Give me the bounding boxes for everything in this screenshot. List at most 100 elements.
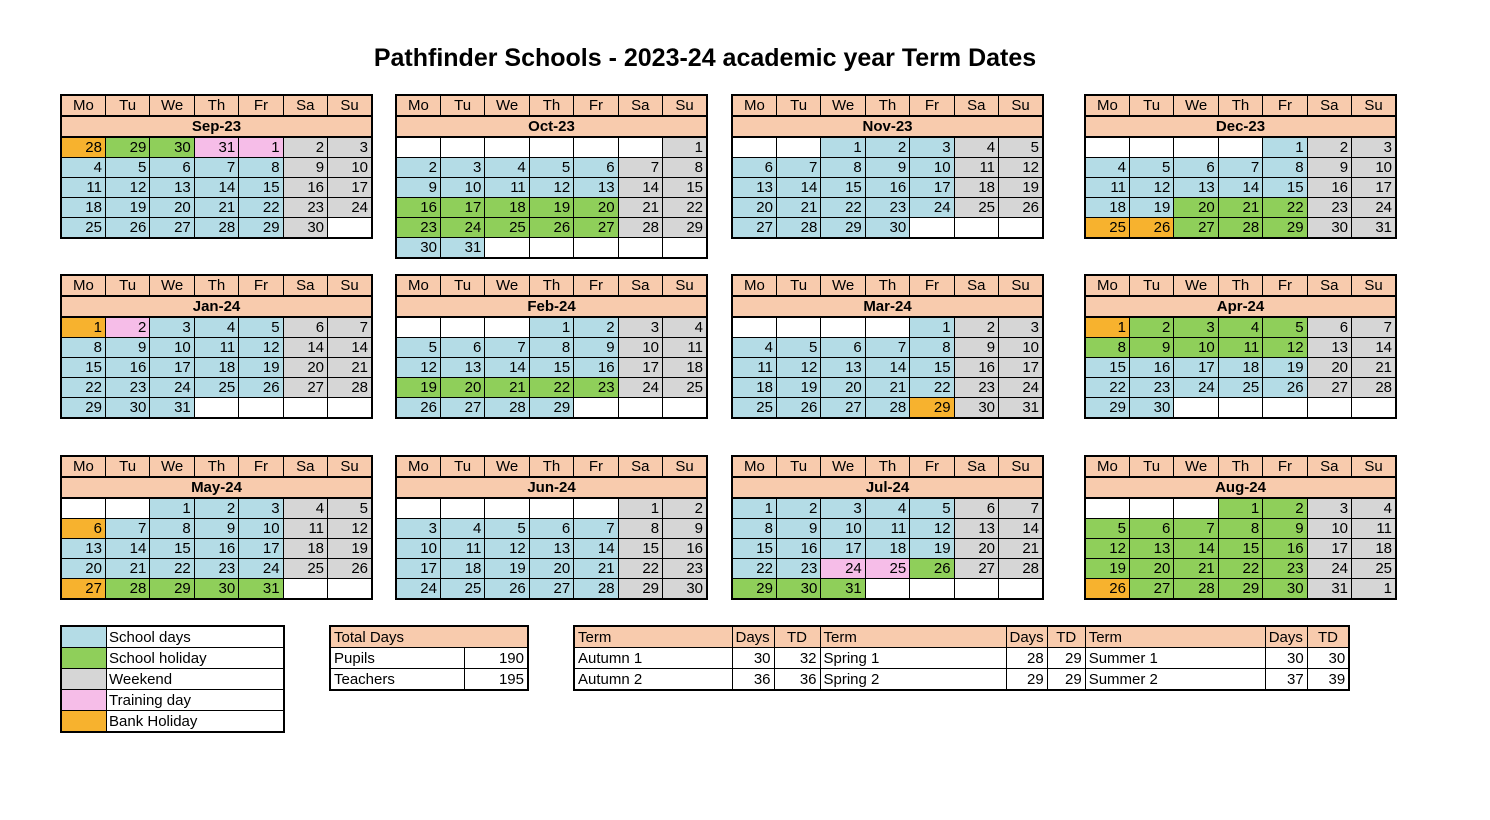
day-cell: 5	[1128, 157, 1175, 178]
day-cell	[484, 136, 530, 158]
legend-swatch	[60, 710, 107, 733]
day-cell: 16	[864, 177, 911, 198]
week-row: 5 6 7 8 9 10 11	[395, 337, 708, 358]
day-header-row: Mo Tu We Th Fr Sa Su	[60, 94, 373, 117]
day-cell: 8	[1262, 157, 1308, 178]
day-cell: 19	[484, 558, 530, 579]
month-title: Mar-24	[731, 295, 1044, 318]
day-header: Tu	[104, 455, 151, 478]
day-cell: 1	[60, 316, 106, 338]
day-cell: 19	[1128, 197, 1175, 218]
day-cell: 25	[1217, 377, 1264, 398]
day-cell: 8	[149, 518, 195, 539]
day-cell: 3	[149, 316, 195, 338]
day-cell: 17	[238, 538, 284, 559]
day-cell: 2	[282, 136, 329, 158]
day-cell: 1	[149, 497, 195, 519]
day-header: Fr	[573, 274, 619, 297]
day-cell: 11	[1084, 177, 1130, 198]
day-cell	[1306, 397, 1353, 419]
day-cell	[617, 136, 664, 158]
day-header: Su	[327, 94, 373, 117]
totals-header: Total Days	[329, 625, 529, 648]
day-cell: 2	[775, 497, 822, 519]
day-cell: 10	[395, 538, 441, 559]
week-row: 27 28 29 30 31	[60, 578, 373, 600]
day-header: Sa	[282, 274, 329, 297]
day-cell: 9	[573, 337, 619, 358]
day-cell: 2	[953, 316, 1000, 338]
month-calendar: Mo Tu We Th Fr Sa Su Jun-24 1 2 3 4 5 6 7 8 9 10 11 12 13 14 1…	[395, 455, 708, 600]
day-cell: 27	[60, 578, 106, 600]
day-cell	[573, 397, 619, 419]
day-header: Mo	[395, 455, 441, 478]
month-calendar: Mo Tu We Th Fr Sa Su Nov-23 1 2 3 4 5 6 7 8 9 10 11 12 13 14 1…	[731, 94, 1044, 239]
day-cell	[439, 316, 486, 338]
day-header: Sa	[953, 274, 1000, 297]
day-cell: 31	[193, 136, 240, 158]
day-cell: 11	[439, 538, 486, 559]
day-header: Th	[193, 94, 240, 117]
day-cell: 6	[731, 157, 777, 178]
day-cell: 11	[282, 518, 329, 539]
day-cell: 29	[528, 397, 575, 419]
td-header: TD	[773, 625, 821, 648]
week-row: 19 20 21 22 23 24 25	[395, 377, 708, 398]
day-cell: 1	[1084, 316, 1130, 338]
day-cell: 22	[909, 377, 955, 398]
day-cell: 17	[395, 558, 441, 579]
month-title: Nov-23	[731, 115, 1044, 138]
day-cell	[617, 237, 664, 259]
day-cell: 27	[573, 217, 619, 238]
week-row: 6 7 8 9 10 11 12	[731, 157, 1044, 178]
day-cell: 26	[1128, 217, 1175, 239]
day-cell: 26	[909, 558, 955, 579]
day-cell: 16	[1306, 177, 1353, 198]
day-cell: 30	[775, 578, 822, 600]
day-cell: 21	[573, 558, 619, 579]
day-cell: 18	[1217, 357, 1264, 378]
day-cell	[395, 136, 441, 158]
day-cell: 26	[395, 397, 441, 419]
day-cell: 20	[820, 377, 866, 398]
day-header-row: Mo Tu We Th Fr Sa Su	[1084, 274, 1397, 297]
day-header: Th	[1217, 455, 1264, 478]
day-cell: 4	[1217, 316, 1264, 338]
day-header: Fr	[1262, 455, 1308, 478]
legend-swatch	[60, 689, 107, 711]
day-cell: 16	[775, 538, 822, 559]
day-cell	[1217, 397, 1264, 419]
day-cell: 12	[484, 538, 530, 559]
term-name: Autumn 2	[573, 668, 733, 691]
day-cell: 29	[1084, 397, 1130, 419]
day-cell: 8	[1217, 518, 1264, 539]
week-row: 12 13 14 15 16 17 18	[1084, 538, 1397, 559]
day-cell	[484, 497, 530, 519]
week-row: 11 12 13 14 15 16 17	[60, 177, 373, 198]
day-cell	[484, 237, 530, 259]
week-row: 25 26 27 28 29 30 31	[731, 397, 1044, 419]
day-cell: 7	[573, 518, 619, 539]
legend-swatch	[60, 647, 107, 669]
day-cell: 23	[662, 558, 708, 579]
day-cell: 4	[662, 316, 708, 338]
legend-label: School days	[106, 625, 285, 648]
term-td: 32	[773, 647, 821, 669]
day-cell: 6	[953, 497, 1000, 519]
day-cell	[395, 316, 441, 338]
day-cell: 12	[395, 357, 441, 378]
day-cell: 4	[1351, 497, 1397, 519]
day-header: We	[484, 274, 530, 297]
term-name: Summer 2	[1084, 668, 1266, 691]
day-cell: 8	[1084, 337, 1130, 358]
day-cell: 29	[662, 217, 708, 238]
month-title: Aug-24	[1084, 476, 1397, 499]
week-row: 6 7 8 9 10 11 12	[60, 518, 373, 539]
day-cell: 30	[953, 397, 1000, 419]
day-header: Mo	[395, 94, 441, 117]
day-cell: 20	[731, 197, 777, 218]
week-row: 11 12 13 14 15 16 17	[1084, 177, 1397, 198]
day-cell	[1084, 497, 1130, 519]
day-cell: 18	[439, 558, 486, 579]
